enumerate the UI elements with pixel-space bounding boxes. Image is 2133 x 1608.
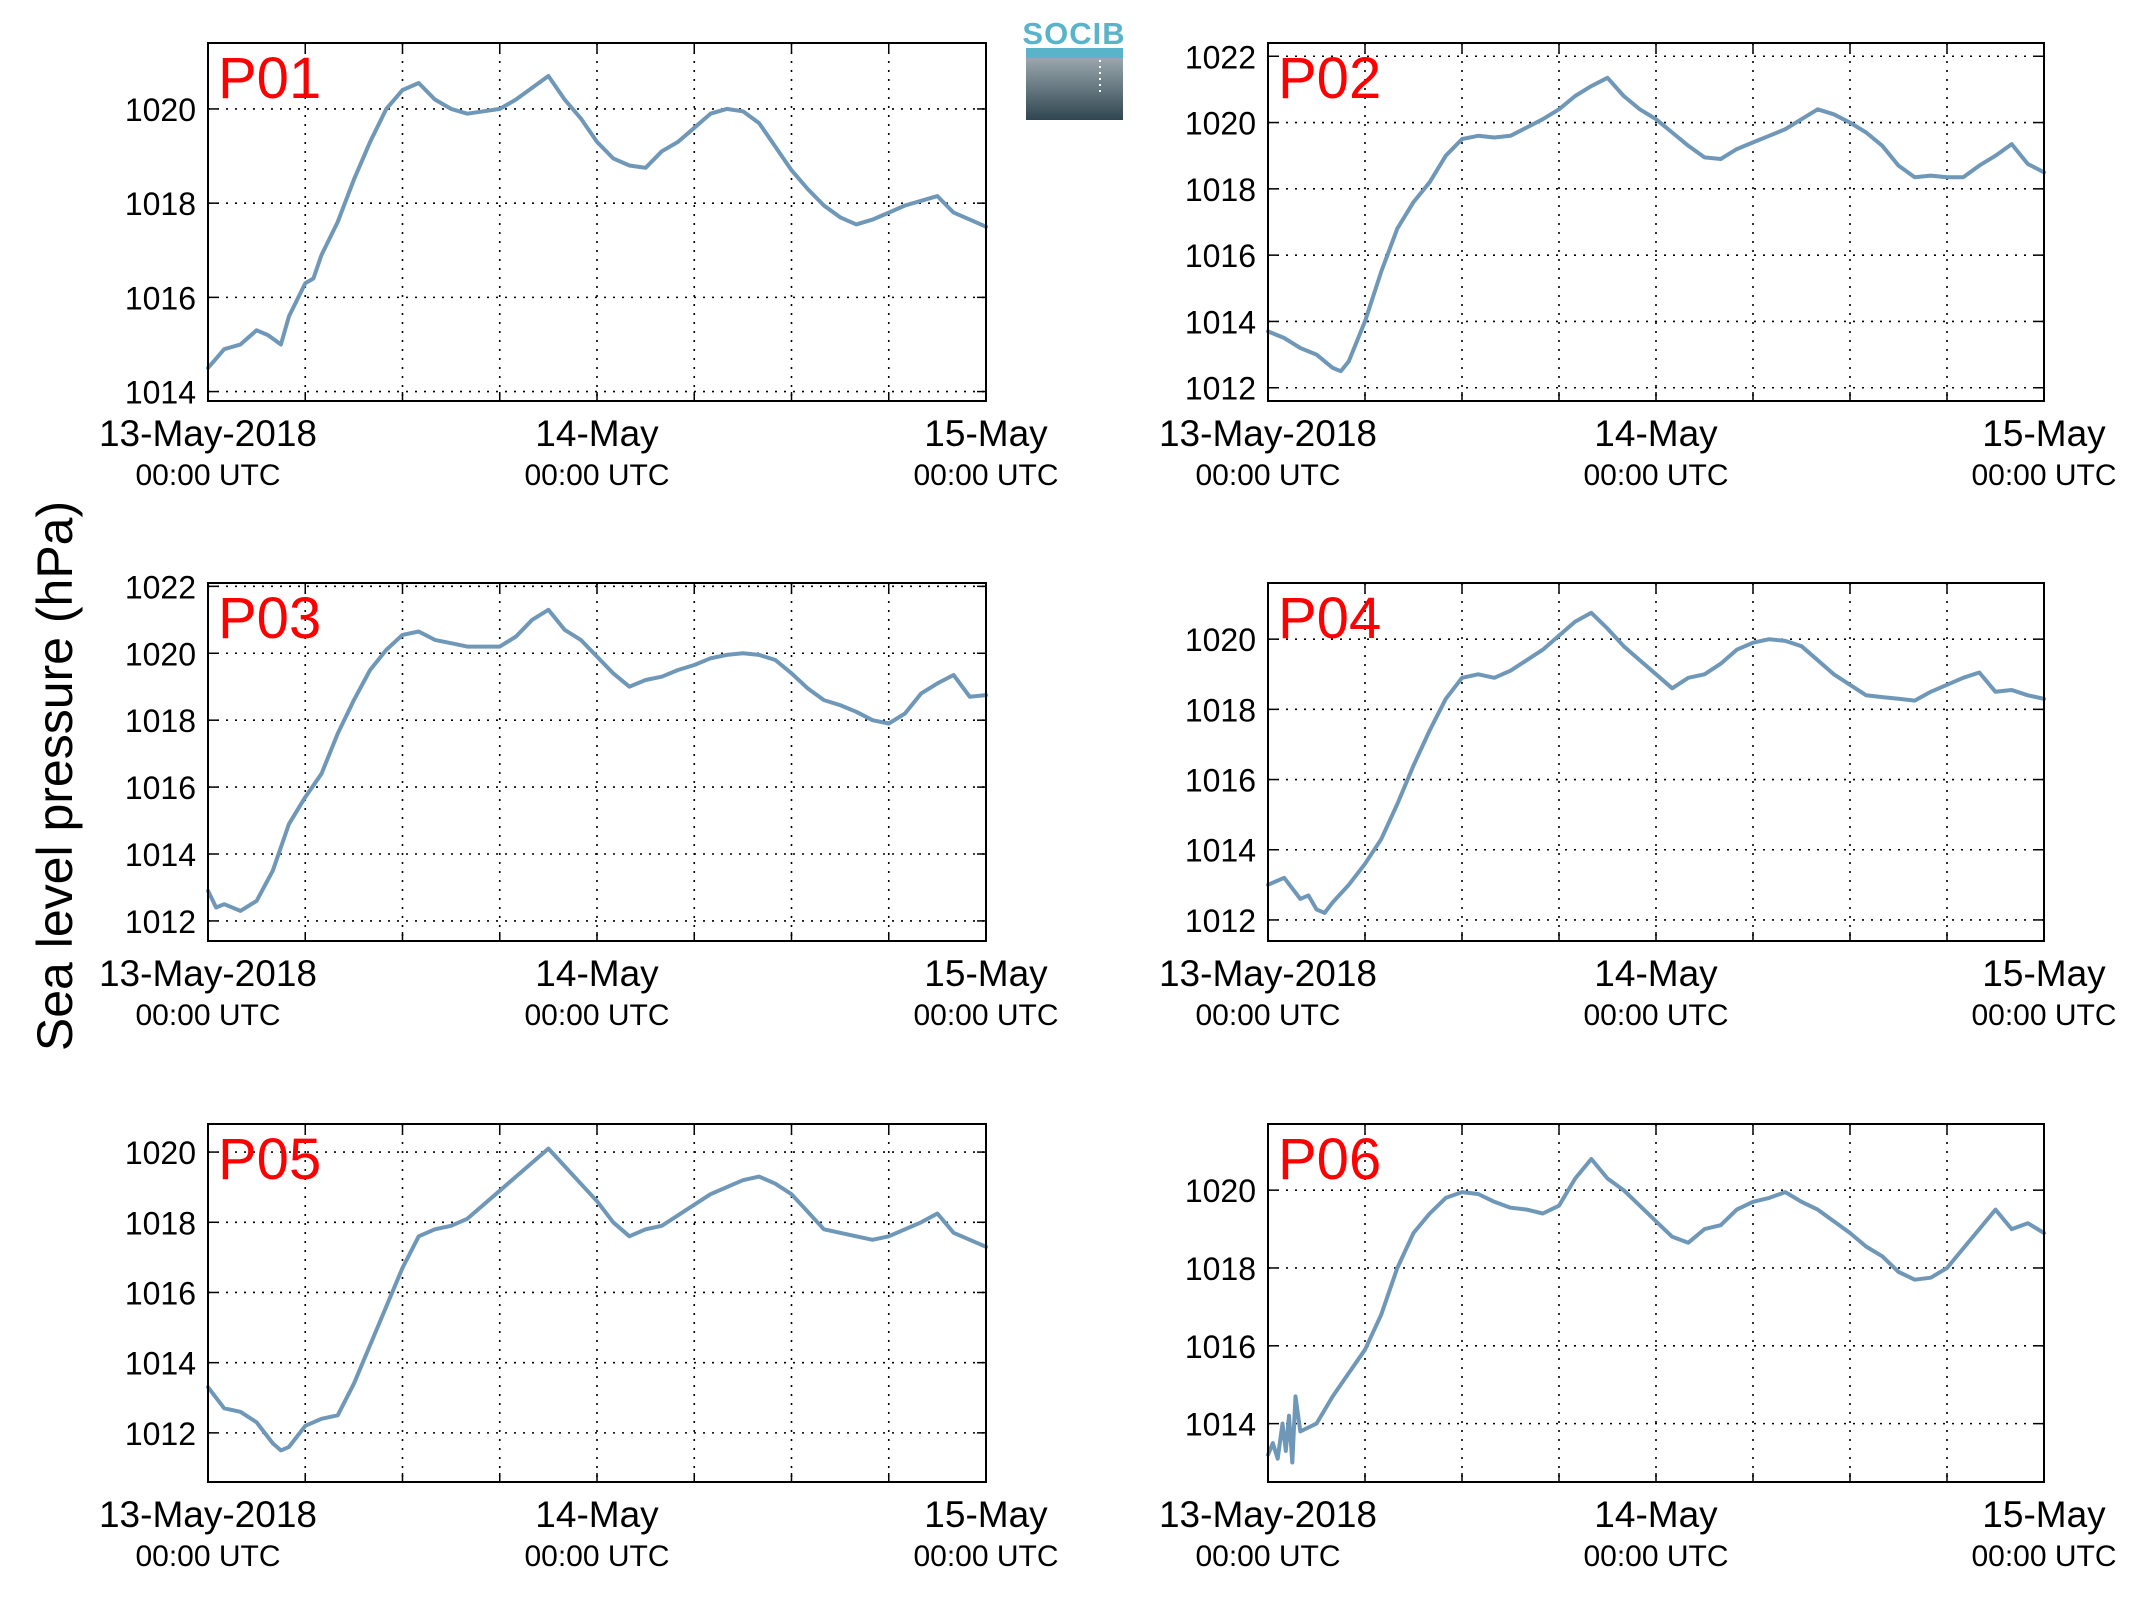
x-tick-label: 13-May-2018 <box>99 1494 317 1535</box>
y-axis-label: Sea level pressure (hPa) <box>27 501 83 1051</box>
y-tick-label: 1014 <box>1185 304 1256 340</box>
series-line-p05 <box>206 1146 988 1453</box>
x-tick-sublabel: 00:00 UTC <box>135 999 280 1032</box>
axes-box <box>1267 1123 2045 1483</box>
x-tick-label: 13-May-2018 <box>99 413 317 454</box>
x-tick-label: 13-May-2018 <box>1159 1494 1377 1535</box>
x-tick-sublabel: 00:00 UTC <box>524 1540 669 1573</box>
panel-p02: 1012 1014 1016 1018 1020 1022 13-May-2018 00:00… <box>1159 39 2117 492</box>
panel-p05: 1012 1014 1016 1018 1020 13-May-2018 00:00 UTC… <box>99 1123 1059 1573</box>
x-tick-label: 15-May <box>924 1494 1048 1535</box>
axes-box <box>207 1123 987 1483</box>
y-tick-label: 1016 <box>125 770 196 806</box>
x-tick-sublabel: 00:00 UTC <box>913 999 1058 1032</box>
x-tick-sublabel: 00:00 UTC <box>1583 1540 1728 1573</box>
y-tick-label: 1020 <box>1185 1173 1256 1209</box>
x-tick-sublabel: 00:00 UTC <box>524 999 669 1032</box>
x-tick-label: 14-May <box>1594 953 1718 994</box>
y-tick-label: 1022 <box>1185 39 1256 75</box>
socib-logo-text: SOCIB <box>1022 16 1125 51</box>
panel-label: P04 <box>1278 586 1381 651</box>
socib-logo-gradient <box>1026 58 1123 120</box>
x-tick-sublabel: 00:00 UTC <box>135 1540 280 1573</box>
y-tick-label: 1012 <box>125 1416 196 1452</box>
y-tick-label: 1012 <box>125 904 196 940</box>
x-tick-label: 13-May-2018 <box>1159 953 1377 994</box>
y-tick-label: 1014 <box>125 1346 196 1382</box>
axes-box <box>207 582 987 942</box>
y-tick-label: 1018 <box>1185 1251 1256 1287</box>
x-tick-label: 14-May <box>1594 413 1718 454</box>
x-tick-sublabel: 00:00 UTC <box>1583 459 1728 492</box>
y-tick-label: 1018 <box>125 186 196 222</box>
x-tick-sublabel: 00:00 UTC <box>135 459 280 492</box>
panel-p04: 1012 1014 1016 1018 1020 13-May-2018 00:00 UTC… <box>1159 582 2117 1032</box>
y-tick-label: 1016 <box>125 1275 196 1311</box>
y-tick-label: 1022 <box>125 569 196 605</box>
y-tick-label: 1014 <box>125 837 196 873</box>
x-tick-label: 15-May <box>1982 953 2106 994</box>
x-tick-sublabel: 00:00 UTC <box>1195 459 1340 492</box>
y-tick-label: 1014 <box>1185 1407 1256 1443</box>
axes-box <box>1267 42 2045 402</box>
x-tick-label: 14-May <box>535 413 659 454</box>
socib-logo: SOCIB <box>1022 16 1125 120</box>
series-line-p03 <box>206 607 988 913</box>
x-tick-label: 15-May <box>924 953 1048 994</box>
x-tick-sublabel: 00:00 UTC <box>1971 459 2116 492</box>
y-tick-label: 1014 <box>1185 833 1256 869</box>
panel-p01: 1014 1016 1018 1020 13-May-2018 00:00 UTC 14-M… <box>99 42 1059 492</box>
x-tick-sublabel: 00:00 UTC <box>1195 999 1340 1032</box>
x-tick-label: 15-May <box>1982 413 2106 454</box>
x-tick-label: 15-May <box>1982 1494 2106 1535</box>
series-line-p02 <box>1266 75 2046 374</box>
x-tick-sublabel: 00:00 UTC <box>913 459 1058 492</box>
x-tick-label: 13-May-2018 <box>99 953 317 994</box>
y-tick-label: 1018 <box>125 703 196 739</box>
panel-p06: 1014 1016 1018 1020 13-May-2018 00:00 UTC 14-M… <box>1159 1123 2117 1573</box>
x-tick-label: 14-May <box>1594 1494 1718 1535</box>
y-tick-label: 1018 <box>1185 172 1256 208</box>
panel-label: P03 <box>218 586 321 651</box>
y-tick-label: 1016 <box>1185 763 1256 799</box>
panel-label: P01 <box>218 46 321 111</box>
axes-box <box>207 42 987 402</box>
panel-label: P06 <box>1278 1127 1381 1192</box>
axes-box <box>1267 582 2045 942</box>
y-tick-label: 1020 <box>125 92 196 128</box>
y-tick-label: 1020 <box>1185 106 1256 142</box>
y-tick-label: 1012 <box>1185 903 1256 939</box>
y-tick-label: 1016 <box>1185 238 1256 274</box>
x-tick-sublabel: 00:00 UTC <box>1971 1540 2116 1573</box>
y-tick-label: 1012 <box>1185 371 1256 407</box>
x-tick-sublabel: 00:00 UTC <box>1195 1540 1340 1573</box>
y-tick-label: 1018 <box>125 1205 196 1241</box>
y-tick-label: 1020 <box>125 636 196 672</box>
x-tick-sublabel: 00:00 UTC <box>913 1540 1058 1573</box>
socib-logo-band <box>1026 48 1123 58</box>
y-tick-label: 1018 <box>1185 692 1256 728</box>
panel-label: P05 <box>218 1127 321 1192</box>
series-line-p01 <box>206 74 988 370</box>
y-tick-label: 1014 <box>125 375 196 411</box>
y-tick-label: 1020 <box>125 1135 196 1171</box>
panel-p03: 1012 1014 1016 1018 1020 1022 13-May-2018 00:00… <box>99 569 1059 1032</box>
x-tick-label: 14-May <box>535 953 659 994</box>
series-line-p06 <box>1266 1157 2046 1465</box>
x-tick-sublabel: 00:00 UTC <box>1971 999 2116 1032</box>
y-tick-label: 1020 <box>1185 622 1256 658</box>
series-line-p04 <box>1266 610 2046 915</box>
y-tick-label: 1016 <box>125 280 196 316</box>
x-tick-sublabel: 00:00 UTC <box>1583 999 1728 1032</box>
panel-label: P02 <box>1278 46 1381 111</box>
x-tick-sublabel: 00:00 UTC <box>524 459 669 492</box>
y-tick-label: 1016 <box>1185 1329 1256 1365</box>
x-tick-label: 14-May <box>535 1494 659 1535</box>
x-tick-label: 15-May <box>924 413 1048 454</box>
x-tick-label: 13-May-2018 <box>1159 413 1377 454</box>
